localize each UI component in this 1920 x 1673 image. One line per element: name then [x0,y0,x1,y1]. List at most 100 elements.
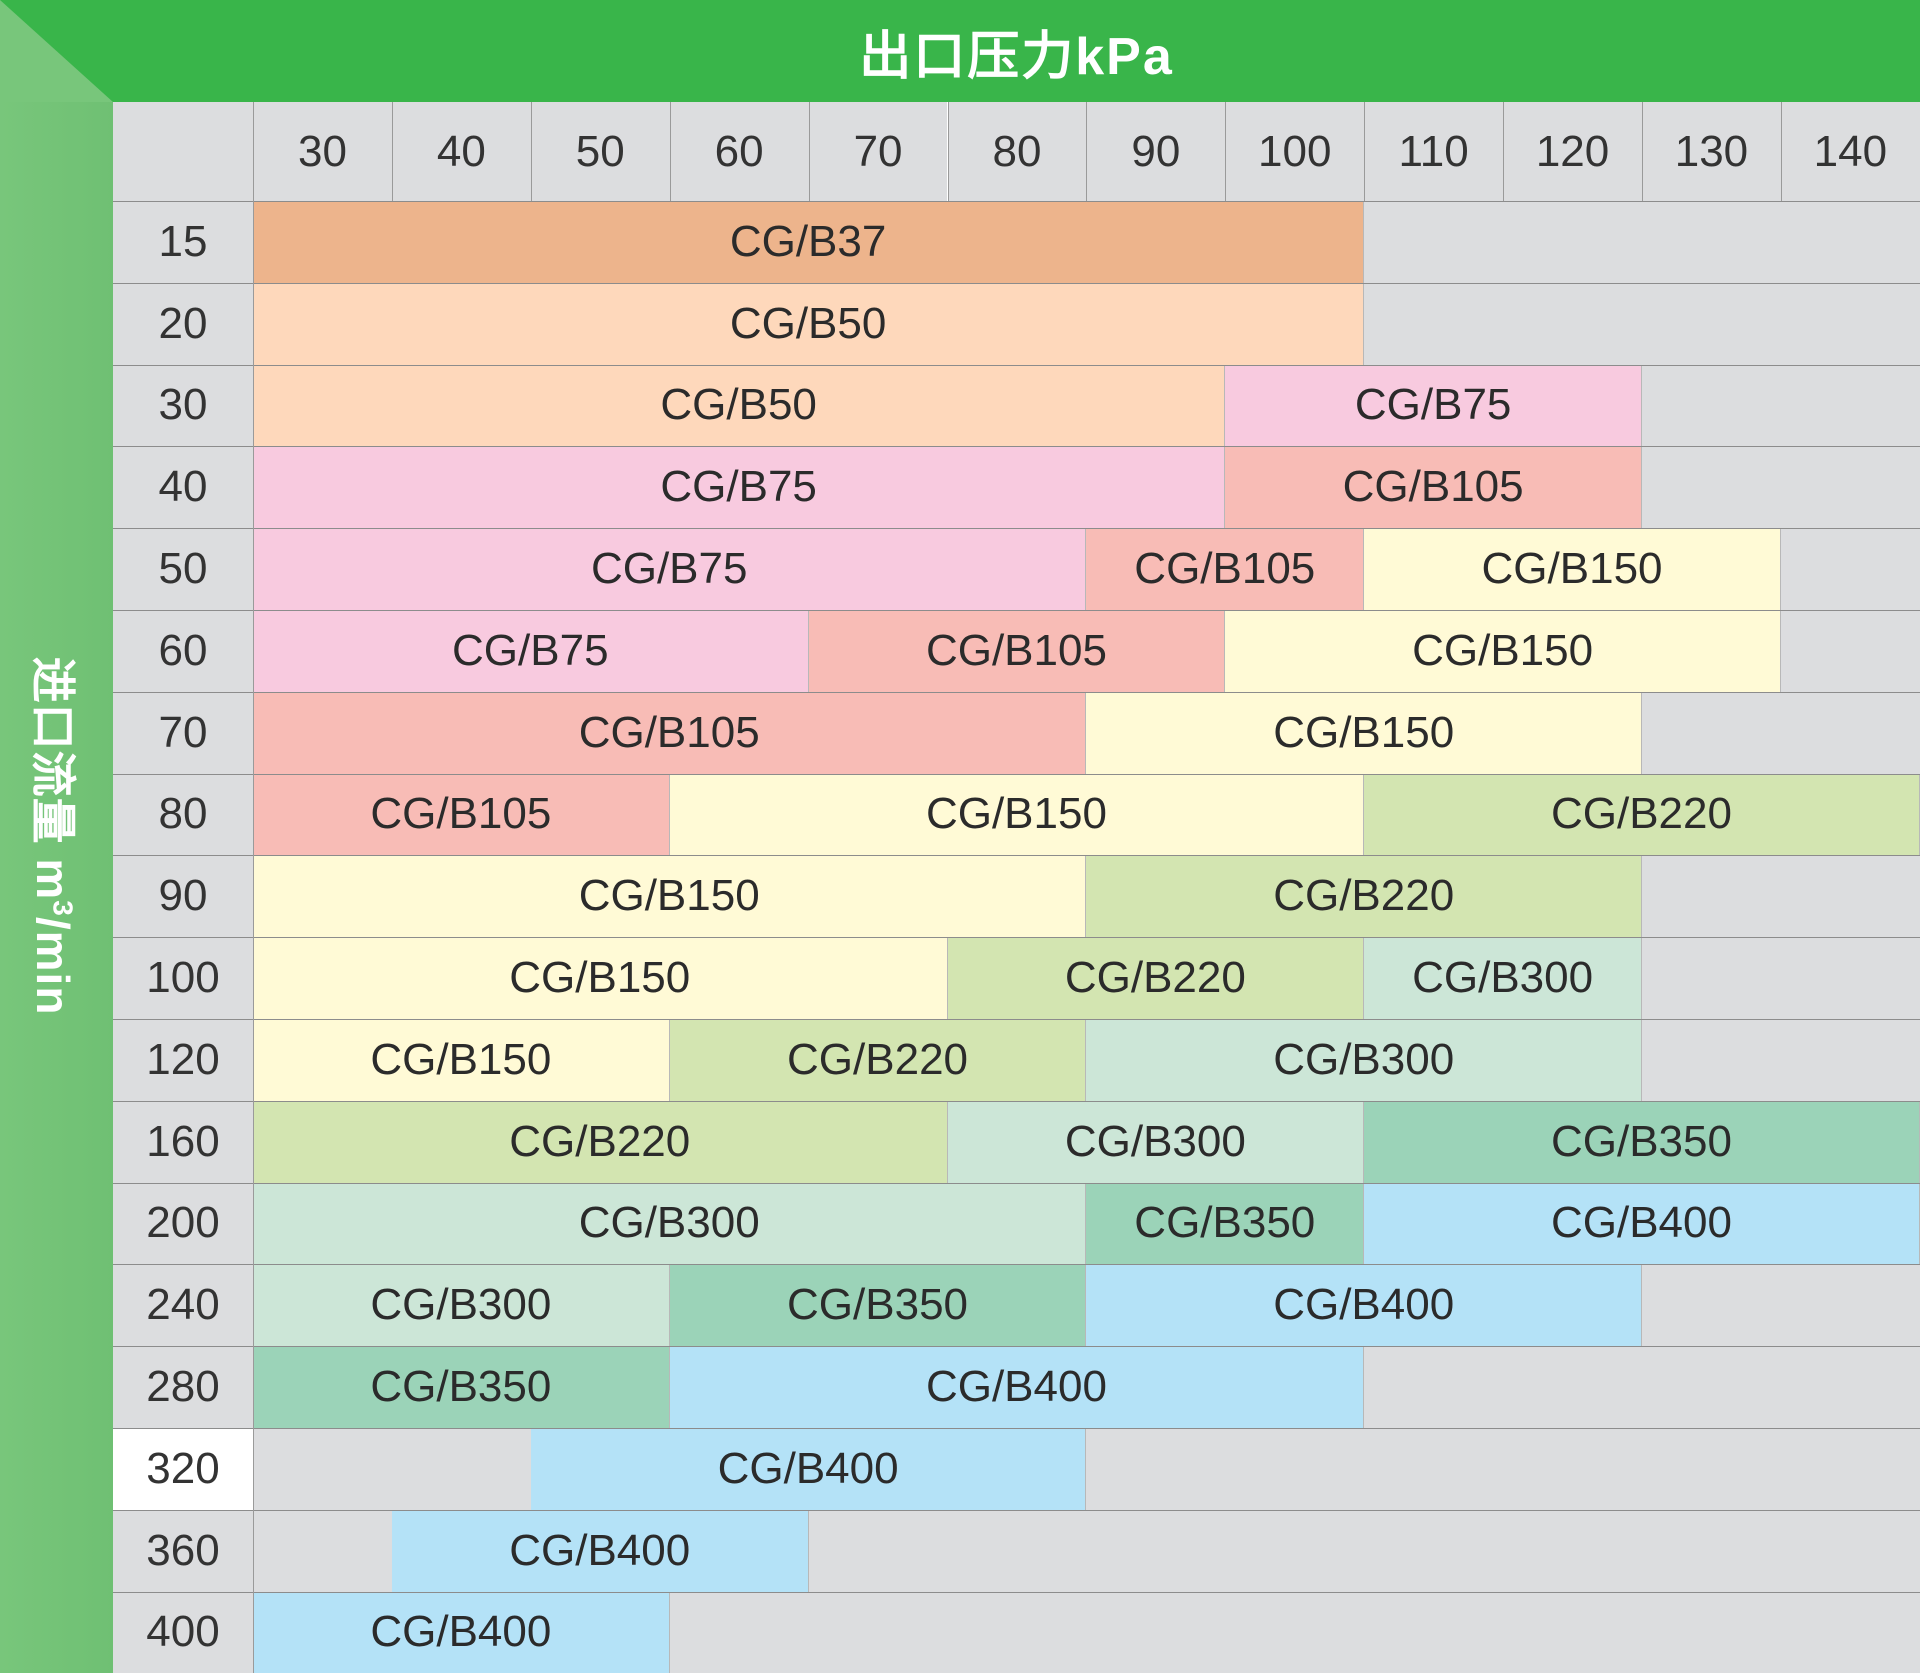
column-header-90: 90 [1086,102,1226,201]
model-cell: CG/B220 [947,937,1365,1019]
model-cell: CG/B105 [253,691,1087,774]
row-divider [113,1019,1920,1020]
row-header-50: 50 [113,528,253,610]
model-cell: CG/B75 [1225,364,1642,447]
model-cell: CG/B150 [1364,528,1781,610]
row-divider [113,610,1920,611]
column-header-40: 40 [391,102,531,201]
column-divider [1780,102,1782,201]
row-header-360: 360 [113,1509,253,1592]
model-cell: CG/B400 [530,1428,1087,1510]
row-divider [113,1591,1920,1593]
inlet-flow-header [0,102,113,1673]
outlet-pressure-header: 出口压力kPa [113,0,1920,102]
row-divider [113,1509,1920,1511]
row-header-40: 40 [113,446,253,529]
model-cell: CG/B75 [253,446,1226,529]
row-divider [113,446,1920,448]
model-cell: CG/B400 [391,1509,809,1592]
model-cell: CG/B37 [253,201,1365,283]
column-header-130: 130 [1642,102,1781,201]
column-divider [391,102,393,201]
row-header-15: 15 [113,201,253,283]
row-header-160: 160 [113,1100,253,1183]
header-row-divider [113,201,1920,202]
model-cell: CG/B105 [808,610,1226,692]
model-cell: CG/B400 [669,1346,1365,1428]
row-divider [113,1346,1920,1348]
model-cell: CG/B300 [253,1182,1087,1265]
column-divider [947,102,949,201]
column-header-80: 80 [947,102,1087,201]
model-cell: CG/B50 [253,364,1226,447]
model-cell: CG/B150 [669,773,1365,856]
row-header-120: 120 [113,1019,253,1101]
row-header-100: 100 [113,937,253,1019]
model-cell: CG/B400 [1364,1182,1920,1265]
row-divider [113,364,1920,366]
column-header-120: 120 [1503,102,1642,201]
row-header-90: 90 [113,855,253,938]
model-cell: CG/B220 [669,1019,1087,1101]
table-row-background [253,1428,1920,1510]
column-divider [530,102,532,201]
corner-triangle [0,0,113,102]
model-cell: CG/B350 [1086,1182,1365,1265]
model-cell: CG/B75 [253,528,1087,610]
row-header-30: 30 [113,364,253,447]
row-header-400: 400 [113,1591,253,1673]
model-cell: CG/B220 [1364,773,1920,856]
column-header-110: 110 [1364,102,1504,201]
model-cell: CG/B75 [253,610,809,692]
model-cell: CG/B150 [253,1019,670,1101]
model-cell: CG/B150 [253,937,948,1019]
row-divider [113,1100,1920,1102]
model-cell: CG/B400 [253,1591,670,1673]
row-header-80: 80 [113,773,253,856]
outlet-pressure-title: 出口压力kPa [859,27,1174,86]
column-divider [669,102,671,201]
row-divider [113,1264,1920,1266]
column-header-50: 50 [530,102,670,201]
model-cell: CG/B300 [1086,1019,1642,1101]
column-header-60: 60 [669,102,809,201]
model-cell: CG/B300 [253,1264,670,1347]
column-header-100: 100 [1225,102,1365,201]
model-cell: CG/B220 [1086,855,1642,938]
row-divider [113,1428,1920,1429]
row-divider [113,855,1920,857]
inlet-flow-title: 进口流量 m3/min [27,656,79,1016]
model-cell: CG/B300 [1364,937,1642,1019]
column-divider [1364,102,1366,201]
model-cell: CG/B105 [253,773,670,856]
row-divider [113,691,1920,693]
column-divider [808,102,810,201]
column-divider [1503,102,1505,201]
row-header-divider [253,102,254,1673]
model-cell: CG/B400 [1086,1264,1642,1347]
model-cell: CG/B350 [1364,1100,1920,1183]
row-header-280: 280 [113,1346,253,1428]
model-cell: CG/B105 [1086,528,1365,610]
row-divider [113,773,1920,775]
column-header-140: 140 [1780,102,1920,201]
column-header-70: 70 [808,102,948,201]
column-divider [1086,102,1088,201]
column-divider [1225,102,1227,201]
row-header-60: 60 [113,610,253,692]
row-header-20: 20 [113,282,253,365]
model-cell: CG/B350 [253,1346,670,1428]
model-cell: CG/B150 [1086,691,1642,774]
row-header-200: 200 [113,1182,253,1265]
row-header-320: 320 [113,1428,253,1510]
model-cell: CG/B150 [1225,610,1781,692]
model-cell: CG/B300 [947,1100,1365,1183]
row-header-70: 70 [113,691,253,774]
model-cell: CG/B105 [1225,446,1642,529]
model-cell: CG/B220 [253,1100,948,1183]
row-divider [113,282,1920,284]
model-cell: CG/B150 [253,855,1087,938]
row-divider [113,937,1920,939]
model-cell: CG/B50 [253,282,1365,365]
